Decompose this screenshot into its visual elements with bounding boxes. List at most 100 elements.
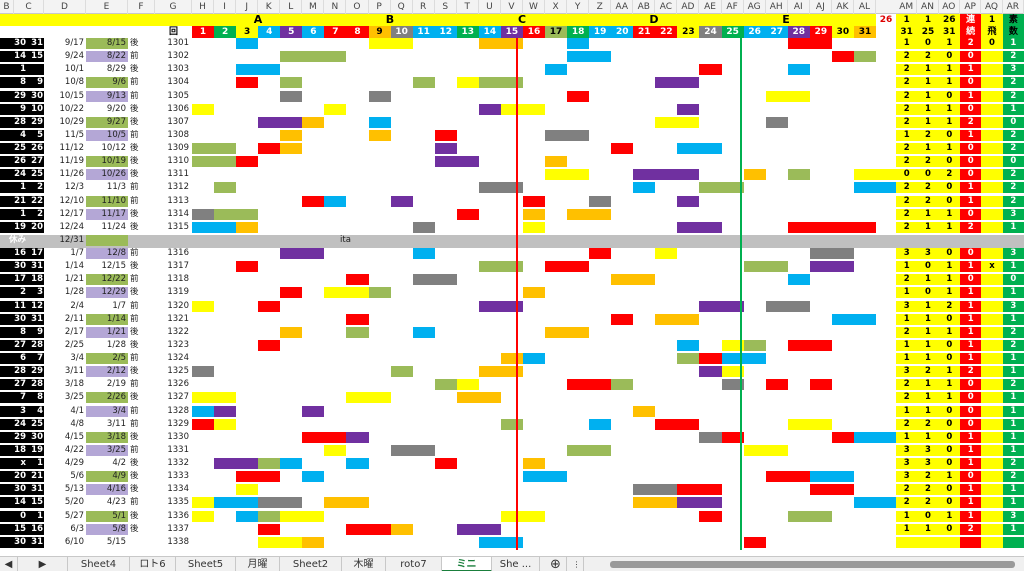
table-row[interactable]: 30 31 5/13 4/16 後 1334 2 2 0 1 1 — [0, 484, 1024, 497]
table-row[interactable]: 1 10/1 8/29 後 1303 2 1 1 1 3 — [0, 64, 1024, 77]
next-sheet-icon[interactable]: ▶ — [18, 557, 68, 571]
table-row[interactable]: 11 12 2/4 1/7 前 1320 3 1 2 1 3 — [0, 300, 1024, 314]
table-row[interactable]: 2 3 1/28 12/29 後 1319 1 0 1 1 1 — [0, 287, 1024, 300]
column-letter[interactable]: AF — [722, 0, 744, 14]
number-mark — [302, 116, 325, 128]
column-letter[interactable]: U — [479, 0, 501, 14]
column-letter[interactable]: AK — [832, 0, 854, 14]
table-row[interactable]: 15 16 6/3 5/8 後 1337 1 1 0 2 1 — [0, 523, 1024, 537]
column-letter[interactable]: C — [14, 0, 44, 14]
sheet-tab[interactable]: 月曜 — [236, 557, 280, 571]
sheet-tab[interactable]: She ... — [492, 557, 540, 571]
table-row[interactable]: 20 21 5/6 4/9 後 1333 3 2 1 0 2 — [0, 471, 1024, 484]
sheet-tab[interactable]: Sheet5 — [176, 557, 236, 571]
column-letter[interactable]: AC — [655, 0, 678, 14]
table-row[interactable]: 29 30 10/15 9/13 前 1305 2 1 0 1 2 — [0, 90, 1024, 104]
table-row[interactable]: 27 28 3/18 2/19 前 1326 2 1 1 0 2 — [0, 379, 1024, 392]
column-letter[interactable]: AE — [699, 0, 722, 14]
column-letter[interactable]: Z — [589, 0, 612, 14]
sheet-tab[interactable]: ロト6 — [130, 557, 176, 571]
previous-date: 3/25 — [86, 444, 128, 456]
column-letter[interactable]: I — [214, 0, 237, 14]
table-row[interactable]: 0 1 5/27 5/1 後 1336 1 0 1 1 3 — [0, 510, 1024, 524]
column-letter[interactable]: AM — [896, 0, 918, 14]
column-letter[interactable]: AH — [766, 0, 788, 14]
sheet-tab[interactable]: ミニ — [442, 557, 492, 571]
column-letter[interactable]: W — [523, 0, 546, 14]
column-letter[interactable]: Y — [567, 0, 590, 14]
column-letter[interactable]: V — [501, 0, 523, 14]
column-letter[interactable]: K — [258, 0, 281, 14]
column-letter[interactable]: AA — [611, 0, 634, 14]
table-row[interactable]: 休み 12/31 ita — [0, 234, 1024, 249]
spreadsheet-grid[interactable]: 30 31 9/17 8/15 後 1301 1 0 1 2 0 1 14 15 9/24 8/22 前 1302… — [0, 38, 1024, 550]
column-letter[interactable]: F — [128, 0, 155, 14]
horizontal-scrollbar[interactable] — [610, 561, 1015, 568]
table-row[interactable]: 30 31 9/17 8/15 後 1301 1 0 1 2 0 1 — [0, 38, 1024, 51]
column-letter[interactable]: P — [369, 0, 391, 14]
table-row[interactable]: 29 30 4/15 3/18 後 1330 1 1 0 1 1 — [0, 431, 1024, 445]
column-letter[interactable]: AI — [788, 0, 810, 14]
column-letter[interactable]: AG — [744, 0, 766, 14]
table-row[interactable]: 9 10 10/22 9/20 後 1306 2 1 1 0 1 — [0, 103, 1024, 117]
table-row[interactable]: 25 26 11/12 10/12 後 1309 2 1 1 0 2 — [0, 143, 1024, 156]
column-letter[interactable]: AO — [939, 0, 960, 14]
table-row[interactable]: 27 28 2/25 1/28 後 1323 1 1 0 1 2 — [0, 339, 1024, 353]
column-letter[interactable]: R — [413, 0, 435, 14]
side-value: 1 — [1002, 484, 1024, 496]
column-letter[interactable]: AR — [1003, 0, 1024, 14]
column-letter[interactable]: AB — [633, 0, 656, 14]
table-row[interactable]: 7 8 3/25 2/26 後 1327 2 1 1 0 1 — [0, 392, 1024, 405]
table-row[interactable]: 30 31 1/14 12/15 後 1317 1 0 1 1 x 1 — [0, 261, 1024, 274]
table-row[interactable]: 3 4 4/1 3/4 前 1328 1 1 0 0 1 — [0, 405, 1024, 419]
column-letter[interactable]: D — [44, 0, 86, 14]
table-row[interactable]: 8 9 2/17 1/21 後 1322 2 1 1 1 2 — [0, 326, 1024, 340]
table-row[interactable]: 1 2 12/3 11/3 前 1312 2 2 0 1 2 — [0, 182, 1024, 195]
table-row[interactable]: 26 27 11/19 10/19 後 1310 2 2 0 0 0 — [0, 156, 1024, 169]
table-row[interactable]: 1 2 12/17 11/17 後 1314 2 1 1 0 3 — [0, 208, 1024, 222]
table-row[interactable]: x 1 4/29 4/2 後 1332 3 3 0 1 2 — [0, 458, 1024, 471]
column-letter[interactable]: AL — [854, 0, 876, 14]
sheet-tab[interactable]: 木曜 — [342, 557, 386, 571]
table-row[interactable]: 24 25 4/8 3/11 前 1329 2 2 0 0 1 — [0, 418, 1024, 432]
more-sheets-icon[interactable]: ⋮ — [570, 557, 584, 571]
table-row[interactable]: 28 29 10/29 9/27 後 1307 2 1 1 2 0 — [0, 116, 1024, 130]
table-row[interactable]: 28 29 3/11 2/12 後 1325 3 2 1 2 1 — [0, 366, 1024, 379]
column-letter[interactable]: N — [324, 0, 347, 14]
sheet-tab[interactable]: Sheet2 — [280, 557, 342, 571]
table-row[interactable]: 19 20 12/24 11/24 後 1315 2 1 1 2 1 — [0, 221, 1024, 235]
table-row[interactable]: 30 31 6/10 5/15 1338 — [0, 536, 1024, 550]
table-row[interactable]: 4 5 11/5 10/5 前 1308 1 2 0 1 2 — [0, 129, 1024, 143]
table-row[interactable]: 14 15 9/24 8/22 前 1302 2 2 0 0 2 — [0, 51, 1024, 64]
column-letter[interactable]: G — [155, 0, 192, 14]
prev-sheet-icon[interactable]: ◀ — [0, 557, 18, 571]
column-letter[interactable]: AJ — [810, 0, 832, 14]
column-letter[interactable]: Q — [391, 0, 413, 14]
column-letter[interactable]: X — [545, 0, 568, 14]
table-row[interactable]: 18 19 4/22 3/25 前 1331 3 3 0 1 1 — [0, 444, 1024, 458]
column-letter[interactable]: AN — [917, 0, 939, 14]
column-letter[interactable]: AP — [960, 0, 982, 14]
table-row[interactable]: 30 31 2/11 1/14 前 1321 1 1 0 1 1 — [0, 313, 1024, 327]
column-letter[interactable]: E — [86, 0, 128, 14]
column-letter[interactable]: B — [0, 0, 14, 14]
column-letter[interactable]: H — [192, 0, 215, 14]
column-letter[interactable]: AD — [677, 0, 700, 14]
column-letter[interactable]: T — [457, 0, 479, 14]
column-letter[interactable]: S — [435, 0, 457, 14]
column-letter[interactable]: J — [236, 0, 259, 14]
table-row[interactable]: 21 22 12/10 11/10 前 1313 2 2 0 1 2 — [0, 195, 1024, 209]
sheet-tab[interactable]: roto7 — [386, 557, 442, 571]
column-letter[interactable]: O — [346, 0, 369, 14]
column-letter[interactable]: L — [280, 0, 303, 14]
table-row[interactable]: 17 18 1/21 12/22 前 1318 2 1 1 0 0 — [0, 274, 1024, 287]
column-letter[interactable]: M — [302, 0, 325, 14]
table-row[interactable]: 16 17 1/7 12/8 前 1316 3 3 0 0 3 — [0, 248, 1024, 261]
table-row[interactable]: 24 25 11/26 10/26 後 1311 0 0 2 0 2 — [0, 169, 1024, 182]
add-sheet-icon[interactable]: ⊕ — [545, 557, 567, 571]
table-row[interactable]: 14 15 5/20 4/23 前 1335 2 2 0 1 1 — [0, 497, 1024, 510]
table-row[interactable]: 8 9 10/8 9/6 前 1304 2 1 1 0 2 — [0, 77, 1024, 90]
sheet-tab[interactable]: Sheet4 — [68, 557, 130, 571]
column-letter[interactable]: AQ — [981, 0, 1003, 14]
table-row[interactable]: 6 7 3/4 2/5 前 1324 1 1 0 1 1 — [0, 353, 1024, 366]
